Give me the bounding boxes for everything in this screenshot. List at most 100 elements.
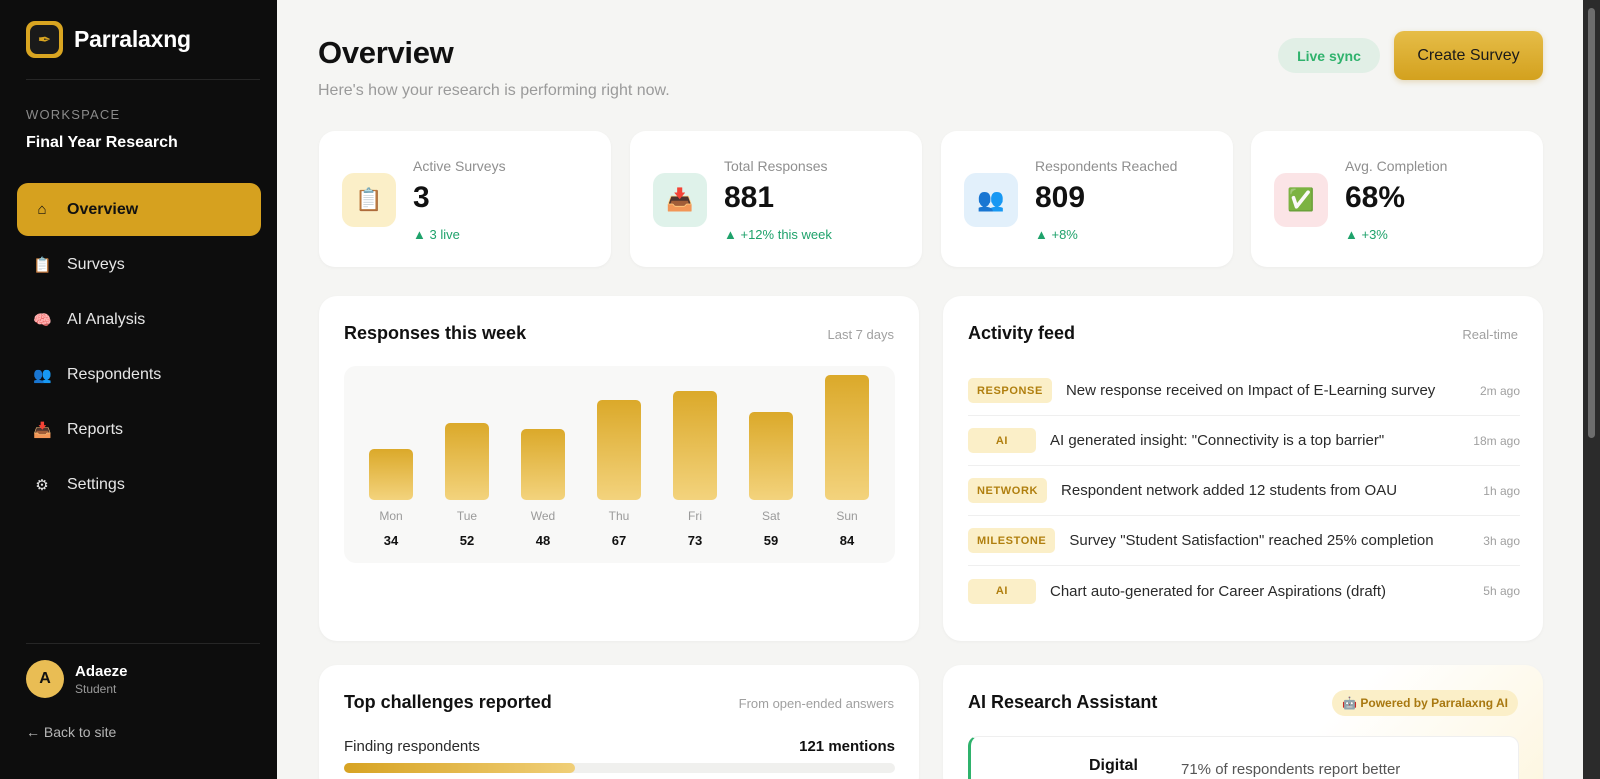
chart-data-label: 48 [535,533,551,548]
logo: ✒ [26,21,63,58]
feed-tag: MILESTONE [968,528,1056,553]
bar-column: Mon 34 [369,366,413,563]
sidebar-item-label: Surveys [67,255,125,273]
feed-item[interactable]: MILESTONE Survey "Student Satisfaction" … [968,516,1520,566]
feed-tag: AI [968,428,1036,453]
bar-column: Thu 67 [597,366,641,563]
chart-bar[interactable] [369,449,413,500]
sidebar-item-label: Overview [67,200,139,218]
chart-data-label: 67 [611,533,627,548]
challenge-bar-fill [344,763,576,773]
feed-text: AI generated insight: "Connectivity is a… [1050,432,1385,449]
chart-x-label: Sun [836,509,858,523]
feed-text: Chart auto-generated for Career Aspirati… [1050,582,1386,600]
insight-text: 71% of respondents report better [1181,761,1401,778]
sidebar-item-respondents[interactable]: 👥 Respondents [17,348,261,401]
stat-value: 881 [724,181,775,214]
stat-card-total-responses: 📥 Total Responses 881 ▲ +12% this week [630,131,922,267]
chart-x-label: Thu [608,509,630,523]
stat-card-active-surveys: 📋 Active Surveys 3 ▲ 3 live [319,131,611,267]
sidebar-item-label: AI Analysis [67,310,146,328]
clipboard-icon: 📋 [33,256,52,274]
feather-icon: ✒ [30,25,59,54]
responses-panel: Responses this week Last 7 days Mon 34 Tue… [319,296,919,641]
chart-bar[interactable] [521,429,565,500]
ai-assistant-panel: AI Research Assistant 🤖 Powered by Parra… [943,665,1543,779]
live-sync-badge[interactable]: Live sync [1278,38,1380,73]
people-icon: 👥 [33,366,52,384]
stat-value: 68% [1345,181,1406,214]
chart-x-label: Sat [761,509,780,523]
stat-label: Respondents Reached [1035,158,1178,174]
chart-bar[interactable] [749,412,793,500]
feed-tag: AI [968,578,1036,604]
sidebar-item-ai-analysis[interactable]: 🧠 AI Analysis [17,293,261,346]
insight-topic: Digital [1089,757,1138,774]
challenge-bar-track [344,763,895,773]
stat-delta: ▲ +8% [1035,227,1078,242]
chart-bar[interactable] [445,423,489,500]
stat-card-respondents-reached: 👥 Respondents Reached 809 ▲ +8% [941,131,1233,267]
bar-column: Tue 52 [445,366,489,563]
feed-item[interactable]: AI Chart auto-generated for Career Aspir… [968,566,1520,616]
chart-x-label: Tue [456,509,478,523]
page-subtitle: Here's how your research is performing r… [318,82,670,99]
stat-label: Avg. Completion [1345,158,1448,174]
chart-bar[interactable] [597,400,641,500]
panel-meta: From open-ended answers [738,696,894,711]
brand[interactable]: ✒ Parralaxng [26,21,191,58]
sidebar-divider [26,643,260,644]
chart-data-label: 84 [839,533,855,548]
home-icon: ⌂ [37,201,47,218]
sidebar-item-overview[interactable]: ⌂ Overview [17,183,261,236]
feed-time: 1h ago [1483,483,1520,498]
stat-label: Active Surveys [413,158,506,174]
feed-item[interactable]: NETWORK Respondent network added 12 stud… [968,466,1520,516]
feed-item[interactable]: AI AI generated insight: "Connectivity i… [968,416,1520,466]
stat-delta: ▲ +3% [1345,227,1388,242]
feed-time: 2m ago [1479,383,1520,398]
scrollbar-thumb[interactable] [1588,8,1595,438]
chart-bar[interactable] [825,375,869,500]
sidebar-item-surveys[interactable]: 📋 Surveys [17,238,261,291]
chart-data-label: 34 [383,533,399,548]
chart-data-label: 52 [459,533,475,548]
user-profile[interactable]: A Adaeze Student [26,660,128,698]
stat-delta: ▲ 3 live [413,227,460,242]
sidebar-nav: ⌂ Overview 📋 Surveys 🧠 AI Analysis 👥 Res… [17,183,261,513]
ai-insight-card[interactable]: Digital 71% of respondents report better [968,736,1519,779]
feed-text: Respondent network added 12 students fro… [1061,482,1398,499]
people-icon: 👥 [964,173,1018,227]
sidebar-item-reports[interactable]: 📥 Reports [17,403,261,456]
stat-delta: ▲ +12% this week [724,227,832,242]
bar-column: Fri 73 [673,366,717,563]
feed-time: 5h ago [1483,584,1520,598]
clipboard-icon: 📋 [342,173,396,227]
check-mark-icon: ✅ [1274,173,1328,227]
sidebar-item-label: Settings [67,475,125,493]
feed-time: 3h ago [1483,533,1520,548]
back-to-site-link[interactable]: ← Back to site [26,724,117,740]
bar-column: Sat 59 [749,366,793,563]
feed-text: New response received on Impact of E-Lea… [1065,382,1436,399]
create-survey-button[interactable]: Create Survey [1394,31,1543,80]
sidebar-item-settings[interactable]: ⚙ Settings [17,458,261,511]
powered-by-badge: 🤖 Powered by Parralaxng AI [1332,690,1518,716]
chart-x-label: Wed [530,509,556,523]
responses-chart: Mon 34 Tue 52 Wed 48 Thu 67 Fri 73 Sat 59 Sun 84 [344,366,895,563]
panel-title: Top challenges reported [344,692,552,712]
panel-meta: Real-time [1462,327,1518,342]
feed-tag: RESPONSE [968,378,1052,403]
panel-title: AI Research Assistant [968,692,1158,712]
chart-bar[interactable] [673,391,717,500]
feed-time: 18m ago [1473,433,1520,448]
stat-value: 809 [1035,181,1086,214]
stat-card-avg-completion: ✅ Avg. Completion 68% ▲ +3% [1251,131,1543,267]
gear-icon: ⚙ [35,476,49,494]
feed-item[interactable]: RESPONSE New response received on Impact… [968,366,1520,416]
workspace-name: Final Year Research [26,134,178,151]
page-title: Overview [318,35,454,70]
sidebar-divider [26,79,260,80]
activity-feed-panel: Activity feed Real-time RESPONSE New res… [943,296,1543,641]
panel-title: Activity feed [968,323,1076,343]
